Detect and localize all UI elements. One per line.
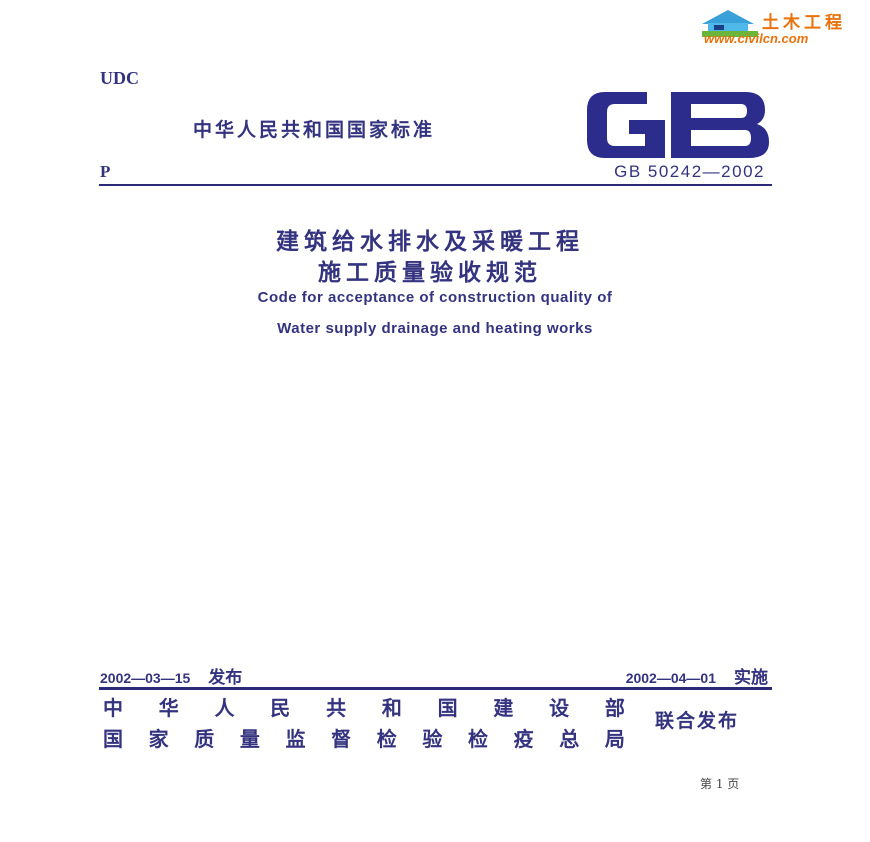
issuer-char: 华 [158,696,179,720]
svg-text:土木工程: 土木工程 [762,12,846,33]
title-cn-line2: 施工质量验收规范 [318,260,542,286]
title-en-line1: Code for acceptance of construction qual… [257,289,613,306]
issuer-char: 监 [285,727,306,751]
standard-number: GB 50242—2002 [614,162,765,181]
issuer-char: 检 [468,727,488,751]
issuer-char: 共 [326,696,347,720]
page-number: 第 1 页 [700,777,740,791]
svg-text:GB: GB [585,90,587,91]
issuer-char: 量 [239,727,260,751]
p-label: P [100,162,111,181]
issuer-char: 国 [437,696,458,720]
joint-issue-label: 联合发布 [655,710,740,732]
issuer-char: 设 [549,696,570,720]
issuer-char: 督 [331,727,352,751]
issuer-char: 建 [493,696,514,720]
issuer-char: 质 [194,727,215,751]
issuer-row-2: 国家质量监督检验检疫总局 [103,723,625,752]
issuer-char: 局 [604,727,625,751]
title-en-line2: Water supply drainage and heating works [277,320,593,337]
issuer-char: 部 [604,696,625,720]
issuer-char: 中 [103,696,123,720]
issuer-char: 家 [148,727,169,751]
date-rule [99,687,772,690]
issuer-char: 民 [270,696,291,720]
issuer-char: 检 [376,727,397,751]
issuer-char: 国 [103,727,123,751]
issuer-char: 总 [559,727,580,751]
title-cn-line1: 建筑给水排水及采暖工程 [276,229,584,255]
issuer-row-1: 中华人民共和国建设部 [103,692,625,721]
svg-text:www.civilcn.com: www.civilcn.com [704,31,809,44]
effective-date: 2002—04—01 实施 [625,668,768,688]
house-logo-icon: 土木工程 www.civilcn.com [702,10,846,46]
civilcn-watermark: 土木工程 www.civilcn.com [700,6,865,48]
national-standard-label: 中华人民共和国国家标准 [193,119,436,141]
issuer-char: 验 [422,727,443,751]
udc-label: UDC [100,68,139,88]
issuer-char: 和 [381,696,402,720]
header-rule [99,184,772,186]
issuer-char: 人 [214,696,235,720]
issue-date: 2002—03—15 发布 [100,668,243,688]
gb-logo: GB [585,90,771,164]
issuer-char: 疫 [513,727,534,751]
